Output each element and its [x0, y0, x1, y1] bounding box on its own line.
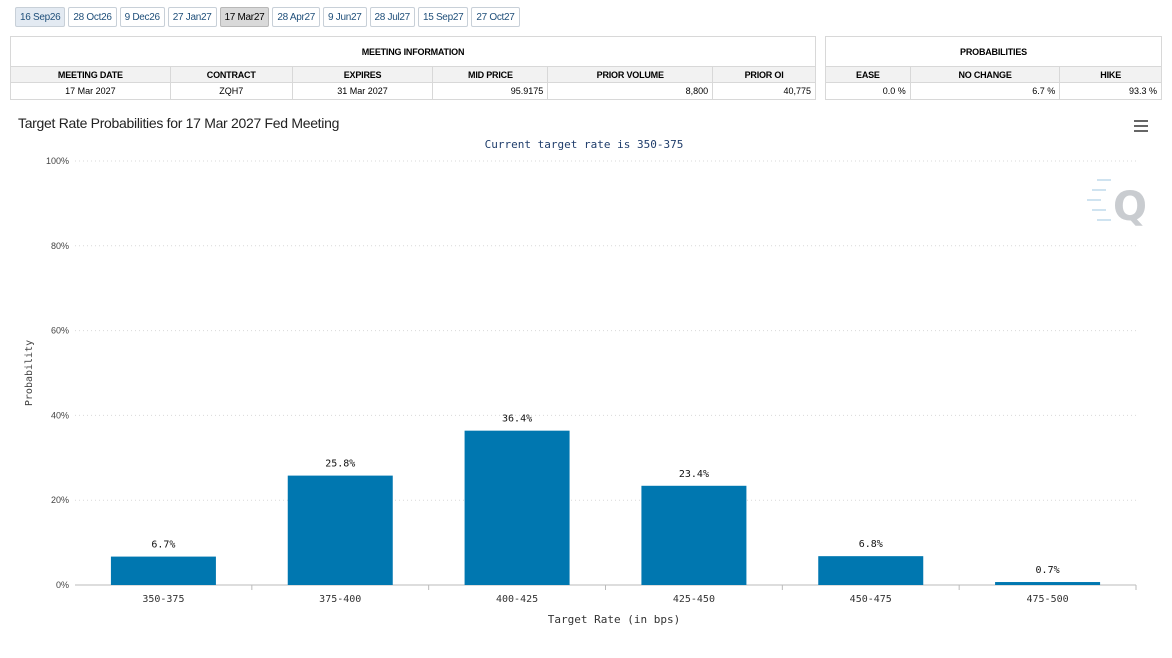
bar-350-375: [110, 556, 216, 585]
table-row: 17 Mar 2027 ZQH7 31 Mar 2027 95.9175 8,8…: [10, 82, 816, 100]
y-tick-label: 60%: [51, 326, 69, 336]
prior-oi-value: 40,775: [712, 82, 816, 100]
col-expires: EXPIRES: [291, 66, 434, 83]
y-tick-label: 0%: [56, 580, 69, 590]
col-hike: HIKE: [1059, 66, 1162, 83]
tab-17-mar27[interactable]: 17 Mar27: [219, 7, 270, 27]
col-contract: CONTRACT: [169, 66, 293, 83]
svg-text:Q: Q: [1113, 184, 1147, 230]
chart-subtitle: Current target rate is 350-375: [485, 138, 684, 151]
col-meeting-date: MEETING DATE: [10, 66, 171, 83]
no-change-value: 6.7 %: [909, 82, 1061, 100]
q-logo-icon: Q: [1087, 179, 1147, 230]
y-axis-title: Probability: [24, 340, 35, 406]
tab-9-dec26[interactable]: 9 Dec26: [119, 7, 165, 27]
tab-16-sep26[interactable]: 16 Sep26: [15, 7, 66, 27]
data-label: 25.8%: [325, 459, 355, 470]
tab-27-oct27[interactable]: 27 Oct27: [471, 7, 520, 27]
data-label: 23.4%: [679, 469, 709, 480]
x-tick-label: 400-425: [496, 594, 538, 605]
tab-28-jul27[interactable]: 28 Jul27: [369, 7, 415, 27]
y-tick-label: 20%: [51, 495, 69, 505]
meeting-date-value: 17 Mar 2027: [10, 82, 171, 100]
meeting-tabs: 16 Sep26 28 Oct26 9 Dec26 27 Jan27 17 Mar27 2…: [15, 7, 520, 29]
bar-chart: Q Current target rate is 350-375 0% 20% 40% 6…: [24, 138, 1147, 626]
x-tick-label: 350-375: [142, 594, 184, 605]
data-label: 36.4%: [502, 414, 532, 425]
y-tick-label: 100%: [46, 156, 69, 166]
data-label: 0.7%: [1036, 565, 1060, 576]
bar-425-450: [641, 485, 747, 585]
contract-value: ZQH7: [169, 82, 293, 100]
probabilities-table: PROBABILITIES EASE NO CHANGE HIKE 0.0 % …: [825, 36, 1162, 100]
x-tick-label: 375-400: [319, 594, 361, 605]
col-ease: EASE: [825, 66, 911, 83]
hike-value: 93.3 %: [1059, 82, 1162, 100]
col-prior-oi: PRIOR OI: [712, 66, 816, 83]
chart-title: Target Rate Probabilities for 17 Mar 202…: [18, 115, 340, 131]
col-prior-volume: PRIOR VOLUME: [547, 66, 714, 83]
chart-panel: Target Rate Probabilities for 17 Mar 202…: [10, 110, 1162, 640]
table-row: 0.0 % 6.7 % 93.3 %: [825, 82, 1162, 100]
mid-price-value: 95.9175: [432, 82, 549, 100]
tab-9-jun27[interactable]: 9 Jun27: [323, 7, 367, 27]
x-tick-label: 450-475: [850, 594, 892, 605]
tab-15-sep27[interactable]: 15 Sep27: [417, 7, 469, 27]
probabilities-header: PROBABILITIES: [825, 36, 1162, 67]
col-no-change: NO CHANGE: [909, 66, 1061, 83]
bar-375-400: [287, 475, 393, 585]
tab-28-oct26[interactable]: 28 Oct26: [68, 7, 117, 27]
meeting-information-header: MEETING INFORMATION: [10, 36, 816, 67]
y-tick-label: 40%: [51, 410, 69, 420]
ease-value: 0.0 %: [825, 82, 911, 100]
bar-400-425: [464, 430, 570, 585]
bar-475-500: [995, 582, 1101, 585]
tab-28-apr27[interactable]: 28 Apr27: [272, 7, 321, 27]
hamburger-menu-icon[interactable]: [1134, 120, 1148, 132]
tab-27-jan27[interactable]: 27 Jan27: [167, 7, 217, 27]
data-label: 6.7%: [151, 540, 175, 551]
meeting-information-table: MEETING INFORMATION MEETING DATE CONTRAC…: [10, 36, 816, 100]
bar-450-475: [818, 556, 924, 585]
x-axis-title: Target Rate (in bps): [548, 613, 680, 626]
col-mid-price: MID PRICE: [432, 66, 549, 83]
y-tick-label: 80%: [51, 241, 69, 251]
prior-volume-value: 8,800: [547, 82, 714, 100]
data-label: 6.8%: [859, 539, 883, 550]
x-tick-label: 475-500: [1027, 594, 1069, 605]
x-tick-label: 425-450: [673, 594, 715, 605]
expires-value: 31 Mar 2027: [291, 82, 434, 100]
